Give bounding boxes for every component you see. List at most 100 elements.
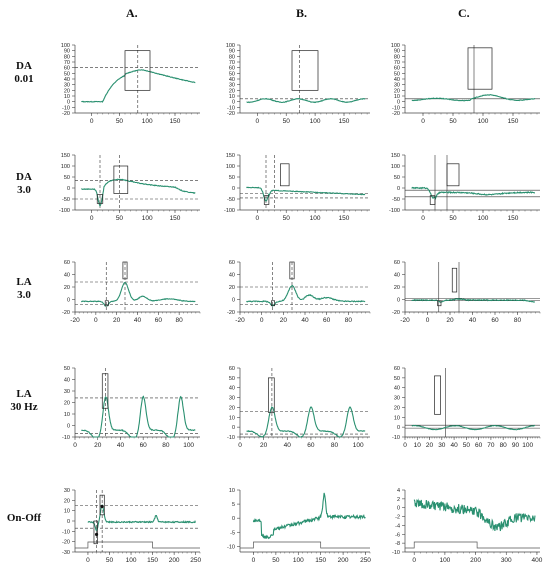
- y-tick-label-b4: 20: [229, 405, 235, 411]
- panel-c5: -10 -8 -6 -4 -2 0 2 4 0 100 200 300 400: [392, 488, 543, 564]
- y-tick-label-b1: 50: [229, 71, 235, 77]
- x-tick-label-b3: -20: [235, 317, 245, 324]
- x-tick-label-a4: 60: [140, 442, 148, 449]
- selection-box-c2: [446, 163, 460, 187]
- y-tick-label-b1: 100: [226, 43, 235, 49]
- y-tick-label-b1: 70: [229, 60, 235, 66]
- y-tick-label-c5: 2: [397, 497, 400, 503]
- y-tick-label-b4: 10: [229, 415, 235, 421]
- stimulus-trace-c5: [405, 541, 540, 549]
- y-tick-label-c4: 60: [394, 366, 400, 372]
- y-tick-label-c2: -100: [389, 208, 400, 214]
- y-tick-label-a3: 0: [67, 298, 70, 304]
- y-tick-label-b4: -10: [227, 435, 235, 441]
- row-label-on-off: On-Off: [6, 512, 42, 524]
- y-tick-label-c2: 50: [394, 175, 400, 181]
- y-tick-label-a5: 20: [64, 498, 70, 504]
- y-tick-label-c1: 0: [397, 100, 400, 106]
- y-tick-label-a1: 0: [67, 100, 70, 106]
- selection-box-c4: [434, 375, 441, 415]
- x-tick-label-c5: 0: [412, 557, 416, 564]
- y-tick-label-c5: -2: [395, 515, 400, 521]
- trace-c2: [411, 186, 536, 200]
- y-tick-label-a3: 20: [64, 285, 70, 291]
- trace-b4: [246, 406, 366, 438]
- y-tick-label-c2: 100: [391, 164, 400, 170]
- y-tick-label-c1: 90: [394, 49, 400, 55]
- selection-box-b1: [291, 50, 319, 91]
- column-a-heading: A.: [126, 6, 138, 20]
- x-tick-label-b3: 20: [280, 317, 288, 324]
- y-tick-label-a5: -20: [62, 540, 70, 546]
- x-tick-label-c3: 20: [446, 317, 454, 324]
- y-tick-label-b2: 0: [232, 186, 235, 192]
- y-tick-label-c4: 20: [394, 405, 400, 411]
- y-tick-label-a1: 70: [64, 60, 70, 66]
- x-tick-label-b1: 0: [256, 118, 260, 125]
- trace-a1: [81, 69, 196, 103]
- y-tick-label-a1: 90: [64, 49, 70, 55]
- x-tick-label-b5: 0: [252, 557, 256, 564]
- y-tick-label-a4: 10: [64, 412, 70, 418]
- marker-a5: [94, 532, 99, 537]
- x-tick-label-a3: 40: [134, 317, 142, 324]
- y-tick-label-a1: -20: [62, 111, 70, 117]
- y-tick-label-c4: 0: [397, 425, 400, 431]
- y-tick-label-a1: 40: [64, 77, 70, 83]
- y-tick-label-a2: 100: [61, 164, 70, 170]
- x-tick-label-c4: 100: [522, 442, 533, 449]
- y-tick-label-a4: 40: [64, 378, 70, 384]
- y-tick-label-a1: 30: [64, 83, 70, 89]
- y-tick-label-c1: 10: [394, 94, 400, 100]
- x-tick-label-c2: 150: [508, 215, 519, 222]
- x-tick-label-c4: 10: [414, 442, 422, 449]
- x-tick-label-a1: 100: [142, 118, 153, 125]
- selection-box-c3: [451, 267, 458, 293]
- y-tick-label-a1: 20: [64, 88, 70, 94]
- panel-b3: -20 0 20 40 60 -20 0 20 40 60 80: [227, 260, 371, 324]
- x-tick-label-c1: 100: [478, 118, 489, 125]
- selection-box-c2: [429, 195, 436, 205]
- y-tick-label-b2: -50: [227, 197, 235, 203]
- y-tick-label-c1: 30: [394, 83, 400, 89]
- y-tick-label-a3: -20: [62, 310, 70, 316]
- y-tick-label-b1: 80: [229, 54, 235, 60]
- x-tick-label-c2: 0: [421, 215, 425, 222]
- x-tick-label-c3: -20: [400, 317, 410, 324]
- y-tick-label-a2: -100: [59, 208, 70, 214]
- x-tick-label-a1: 0: [90, 118, 94, 125]
- selection-box-a2: [96, 194, 104, 204]
- y-tick-label-a5: 10: [64, 509, 70, 515]
- selection-box-a2: [113, 165, 129, 194]
- x-tick-label-a5: 250: [190, 557, 201, 564]
- y-tick-label-a4: -10: [62, 435, 70, 441]
- x-tick-label-c5: 300: [501, 557, 512, 564]
- y-tick-label-c4: -10: [392, 435, 400, 441]
- x-tick-label-a4: 40: [117, 442, 125, 449]
- x-tick-label-a5: 0: [86, 557, 90, 564]
- y-tick-label-c1: 40: [394, 77, 400, 83]
- y-tick-label-a5: -30: [62, 550, 70, 556]
- y-tick-label-c1: 60: [394, 66, 400, 72]
- panel-b2: -100 -50 0 50 100 150 0 50 100 150: [224, 153, 370, 222]
- trace-b2: [246, 186, 366, 202]
- y-tick-label-a2: -50: [62, 197, 70, 203]
- y-tick-label-c5: 4: [397, 488, 400, 494]
- stimulus-trace-a5: [75, 541, 200, 549]
- x-tick-label-b2: 100: [310, 215, 321, 222]
- selection-box-b4: [268, 377, 275, 413]
- x-tick-label-b5: 50: [272, 557, 280, 564]
- y-tick-label-a1: 50: [64, 71, 70, 77]
- y-tick-label-b2: 150: [226, 153, 235, 159]
- y-tick-label-b4: 30: [229, 396, 235, 402]
- x-tick-label-c4: 20: [426, 442, 434, 449]
- y-tick-label-b1: 90: [229, 49, 235, 55]
- x-tick-label-b5: 150: [315, 557, 326, 564]
- trace-b5: [252, 492, 366, 540]
- x-tick-label-c2: 100: [478, 215, 489, 222]
- selection-box-c1: [467, 47, 493, 90]
